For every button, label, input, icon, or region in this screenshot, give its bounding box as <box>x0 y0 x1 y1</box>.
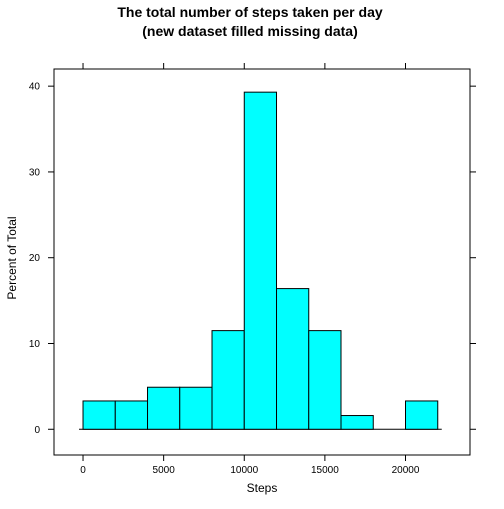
x-tick-label: 10000 <box>230 465 258 476</box>
plot-frame <box>53 68 471 456</box>
x-tick-label: 20000 <box>392 465 420 476</box>
histogram-bar <box>340 415 374 430</box>
histogram-bar <box>308 330 342 430</box>
bars-layer <box>79 91 442 430</box>
y-tick-label: 40 <box>29 82 41 93</box>
y-tick-label: 20 <box>29 253 41 264</box>
y-axis-label: Percent of Total <box>5 216 19 299</box>
y-axis: 0 10 20 30 40 <box>29 82 476 436</box>
histogram-bar <box>243 91 278 430</box>
histogram-bar <box>276 288 310 430</box>
x-tick-label: 5000 <box>153 465 176 476</box>
chart-subtitle: (new dataset filled missing data) <box>142 23 358 39</box>
histogram-bar <box>147 386 181 430</box>
x-axis-label: Steps <box>247 481 278 495</box>
chart-title: The total number of steps taken per day <box>117 4 382 20</box>
histogram-bar <box>405 400 439 430</box>
y-tick-label: 0 <box>34 425 40 436</box>
x-tick-label: 15000 <box>311 465 339 476</box>
histogram-bar <box>211 330 245 430</box>
x-tick-label: 0 <box>80 465 86 476</box>
x-axis: 0 5000 10000 15000 20000 <box>80 63 420 476</box>
histogram-bar <box>82 400 116 430</box>
histogram-bar <box>114 400 149 430</box>
histogram-bar <box>179 386 213 430</box>
y-tick-label: 10 <box>29 339 41 350</box>
y-tick-label: 30 <box>29 167 41 178</box>
